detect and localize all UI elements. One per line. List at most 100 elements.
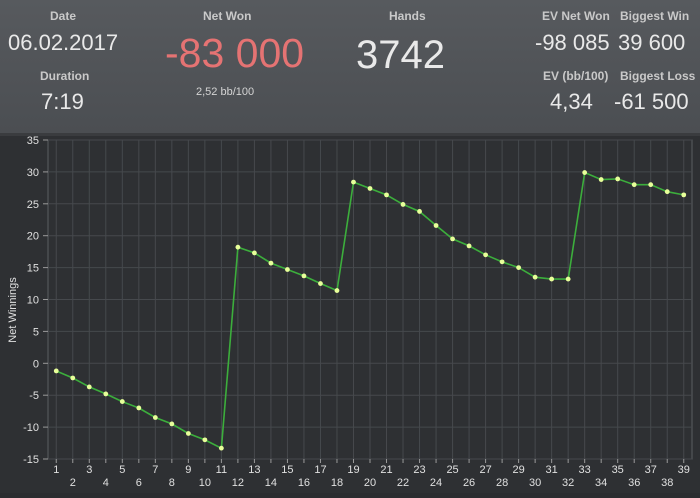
data-point bbox=[549, 276, 555, 282]
data-point bbox=[615, 176, 621, 182]
data-point bbox=[565, 276, 571, 282]
data-point bbox=[466, 243, 472, 249]
y-tick-label: 5 bbox=[33, 326, 39, 338]
y-tick-label: 20 bbox=[27, 231, 39, 243]
x-tick-label: 25 bbox=[446, 464, 458, 476]
biggest-win-value: 39 600 bbox=[618, 30, 686, 55]
y-axis-ticks: -15 -10 -5 0 5 10 15 20 25 30 35 bbox=[23, 135, 48, 466]
x-tick-label: 20 bbox=[364, 477, 376, 489]
duration-label: Duration bbox=[40, 69, 90, 83]
y-tick-label: -5 bbox=[29, 390, 39, 402]
x-axis-ticks: 1234567891011121314151617181920212223242… bbox=[53, 459, 690, 489]
x-tick-label: 30 bbox=[529, 477, 541, 489]
data-point bbox=[499, 259, 505, 265]
grid-lines bbox=[47, 139, 693, 460]
hands-label: Hands bbox=[389, 9, 426, 23]
data-point bbox=[53, 368, 59, 374]
y-axis-label: Net Winnings bbox=[7, 277, 19, 343]
x-tick-label: 11 bbox=[216, 464, 227, 476]
x-tick-label: 21 bbox=[380, 464, 392, 476]
x-tick-label: 7 bbox=[152, 464, 158, 476]
data-point bbox=[218, 445, 224, 451]
y-tick-label: 15 bbox=[27, 263, 39, 275]
y-tick-label: -10 bbox=[23, 422, 39, 434]
y-tick-label: 10 bbox=[27, 295, 39, 307]
biggest-loss-label: Biggest Loss bbox=[620, 69, 696, 83]
x-tick-label: 1 bbox=[53, 464, 59, 476]
data-point bbox=[417, 209, 422, 214]
data-point bbox=[648, 182, 654, 188]
y-tick-label: 30 bbox=[27, 167, 39, 179]
ev-bb100-value: 4,34 bbox=[550, 89, 593, 114]
hands-value: 3742 bbox=[356, 33, 445, 77]
data-point bbox=[70, 375, 76, 381]
x-tick-label: 15 bbox=[281, 464, 293, 476]
x-tick-label: 6 bbox=[136, 477, 142, 489]
net-won-value: -83 000 bbox=[165, 30, 305, 76]
x-tick-label: 38 bbox=[661, 477, 673, 489]
x-tick-label: 3 bbox=[86, 464, 92, 476]
data-point bbox=[631, 182, 637, 188]
net-won-label: Net Won bbox=[203, 9, 252, 23]
data-point bbox=[483, 252, 488, 258]
data-point bbox=[334, 288, 340, 293]
data-point bbox=[103, 391, 109, 397]
x-tick-label: 16 bbox=[298, 477, 310, 489]
duration-value: 7:19 bbox=[41, 89, 84, 114]
data-point bbox=[664, 189, 670, 195]
data-point bbox=[235, 244, 241, 250]
data-point bbox=[532, 274, 538, 280]
data-point bbox=[351, 179, 356, 185]
x-tick-label: 26 bbox=[463, 477, 475, 489]
x-tick-label: 29 bbox=[512, 464, 524, 476]
data-point bbox=[202, 437, 208, 443]
data-point bbox=[252, 250, 257, 256]
x-tick-label: 2 bbox=[70, 477, 76, 489]
data-point bbox=[268, 260, 274, 266]
x-tick-label: 27 bbox=[479, 464, 491, 476]
data-point bbox=[136, 405, 142, 411]
data-point bbox=[516, 265, 522, 270]
data-point bbox=[318, 281, 323, 286]
data-point bbox=[681, 192, 687, 198]
x-tick-label: 33 bbox=[579, 464, 591, 476]
x-tick-label: 5 bbox=[119, 464, 125, 476]
x-tick-label: 34 bbox=[595, 477, 607, 489]
x-tick-label: 23 bbox=[413, 464, 425, 476]
x-tick-label: 9 bbox=[185, 464, 191, 476]
panel-divider bbox=[0, 133, 700, 136]
x-tick-label: 14 bbox=[265, 477, 277, 489]
x-tick-label: 36 bbox=[628, 477, 640, 489]
x-tick-label: 18 bbox=[331, 477, 343, 489]
series-net-winnings bbox=[53, 170, 687, 451]
x-tick-label: 19 bbox=[347, 464, 359, 476]
chart-area: -15 -10 -5 0 5 10 15 20 25 30 35 1 2 3 4 5 6 7 8 9 10 11 12 13… bbox=[0, 135, 700, 493]
data-point bbox=[598, 177, 604, 182]
x-tick-label: 35 bbox=[612, 464, 624, 476]
ev-bb100-label: EV (bb/100) bbox=[543, 69, 609, 83]
x-tick-label: 24 bbox=[430, 477, 442, 489]
stats-panel: Date 06.02.2017 Duration 7:19 Net Won -8… bbox=[0, 0, 700, 133]
x-tick-label: 37 bbox=[645, 464, 657, 476]
data-point bbox=[433, 223, 439, 228]
y-tick-label: -15 bbox=[23, 454, 39, 466]
y-tick-label: 0 bbox=[33, 358, 39, 370]
data-point bbox=[185, 431, 191, 436]
x-tick-label: 39 bbox=[678, 464, 690, 476]
x-tick-label: 17 bbox=[314, 464, 326, 476]
biggest-win-label: Biggest Win bbox=[620, 9, 690, 23]
x-tick-label: 32 bbox=[562, 477, 574, 489]
x-tick-label: 8 bbox=[169, 477, 175, 489]
data-point bbox=[400, 202, 406, 207]
ev-net-won-value: -98 085 bbox=[535, 30, 610, 55]
data-point bbox=[450, 236, 455, 242]
data-point bbox=[582, 170, 588, 175]
ev-net-won-label: EV Net Won bbox=[542, 9, 610, 23]
data-point bbox=[301, 273, 307, 279]
data-point bbox=[367, 186, 373, 191]
y-tick-label: 25 bbox=[27, 199, 39, 211]
x-tick-label: 10 bbox=[199, 477, 211, 489]
biggest-loss-value: -61 500 bbox=[614, 89, 689, 114]
date-value: 06.02.2017 bbox=[8, 30, 119, 55]
x-tick-label: 13 bbox=[248, 464, 260, 476]
